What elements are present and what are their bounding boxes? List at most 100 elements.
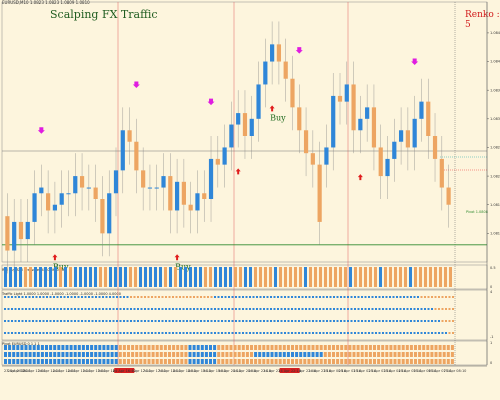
traffic-dot <box>151 308 153 310</box>
traffic-dot <box>256 320 258 322</box>
pivot-block <box>32 359 36 364</box>
traffic-dot <box>168 320 171 322</box>
traffic-dot <box>378 320 381 322</box>
pivot-block <box>147 352 151 357</box>
traffic-dot <box>368 296 370 298</box>
traffic-dot <box>399 332 402 334</box>
rsi-bar <box>274 267 277 287</box>
pivot-block <box>250 345 253 350</box>
traffic-dot <box>182 332 185 334</box>
pivot-block <box>106 359 110 364</box>
candle-down <box>276 44 282 62</box>
pivot-block <box>286 352 290 357</box>
pivot-block <box>8 345 12 350</box>
rsi-bar <box>334 267 337 287</box>
pivot-block <box>151 352 155 357</box>
rsi-bar <box>119 267 122 287</box>
candle-down <box>46 193 51 211</box>
time-tick-label: 24 Apr 21:10 <box>248 369 271 373</box>
traffic-dot <box>140 308 143 310</box>
pivot-block <box>151 359 155 364</box>
traffic-dot <box>417 308 419 310</box>
traffic-dot <box>130 296 132 298</box>
pivot-block <box>28 359 32 364</box>
traffic-dot <box>305 308 307 310</box>
candle-up <box>249 118 254 136</box>
traffic-dot <box>259 296 262 298</box>
traffic-dot <box>231 320 234 322</box>
pivot-block <box>40 359 44 364</box>
traffic-dot <box>308 332 311 334</box>
time-tick-label: 25 Apr 02:10 <box>353 369 376 373</box>
traffic-dot <box>410 332 412 334</box>
pivot-block <box>373 345 376 350</box>
traffic-dot <box>116 296 118 298</box>
traffic-dot <box>242 308 244 310</box>
pivot-block <box>364 345 368 350</box>
pivot-block <box>45 352 48 357</box>
traffic-dot <box>354 332 356 334</box>
pivot-block <box>143 359 147 364</box>
traffic-dot <box>448 308 451 310</box>
pivot-block <box>213 352 217 357</box>
pivot-block <box>122 352 126 357</box>
pivot-block <box>356 352 360 357</box>
traffic-dot <box>200 296 202 298</box>
traffic-dot <box>77 320 80 322</box>
rsi-bar <box>49 267 52 287</box>
pivot-block <box>217 345 221 350</box>
candle-up <box>263 61 268 85</box>
pivot-block <box>368 345 372 350</box>
pivot-block <box>381 352 385 357</box>
pivot-block <box>8 352 12 357</box>
time-tick-label: 25 Apr 06:10 <box>414 369 437 373</box>
traffic-dot <box>49 296 52 298</box>
traffic-dot <box>336 320 339 322</box>
rsi-scale-label: 0 <box>490 285 492 289</box>
traffic-dot <box>207 320 209 322</box>
traffic-dot <box>424 296 426 298</box>
rsi-bar <box>424 267 427 287</box>
traffic-dot <box>210 332 213 334</box>
pivot-block <box>168 345 171 350</box>
traffic-dot <box>196 308 199 310</box>
traffic-dot <box>228 308 230 310</box>
traffic-dot <box>312 296 314 298</box>
pivot-block <box>422 352 426 357</box>
traffic-dot <box>221 296 223 298</box>
pivot-block <box>229 359 233 364</box>
traffic-dot <box>417 296 419 298</box>
traffic-dot <box>424 308 426 310</box>
pivot-block <box>168 352 171 357</box>
time-tick-label: 25 Apr 07:10 <box>429 369 452 373</box>
pivot-block <box>233 345 237 350</box>
pivot-block <box>377 359 381 364</box>
pivot-block <box>69 359 73 364</box>
traffic-dot <box>154 332 157 334</box>
traffic-dot <box>91 332 94 334</box>
pivot-block <box>36 345 40 350</box>
pivot-block <box>327 359 331 364</box>
traffic-dot <box>105 320 108 322</box>
traffic-dot <box>301 308 304 310</box>
pivot-block <box>315 359 319 364</box>
traffic-dot <box>154 296 157 298</box>
traffic-dot <box>245 320 248 322</box>
traffic-dot <box>441 296 444 298</box>
pivot-block <box>336 352 340 357</box>
candle-down <box>446 187 451 205</box>
candle-down <box>378 147 383 177</box>
candle-up <box>270 44 275 62</box>
pivot-block <box>8 359 12 364</box>
traffic-dot <box>256 332 258 334</box>
traffic-dot <box>308 320 311 322</box>
pivot-block <box>258 352 262 357</box>
pivot-block <box>360 345 364 350</box>
traffic-dot <box>235 308 237 310</box>
pivot-block <box>188 352 192 357</box>
pivot-block <box>393 359 397 364</box>
candle-down <box>242 113 248 136</box>
candle-up <box>331 95 336 148</box>
traffic-dot <box>210 296 213 298</box>
